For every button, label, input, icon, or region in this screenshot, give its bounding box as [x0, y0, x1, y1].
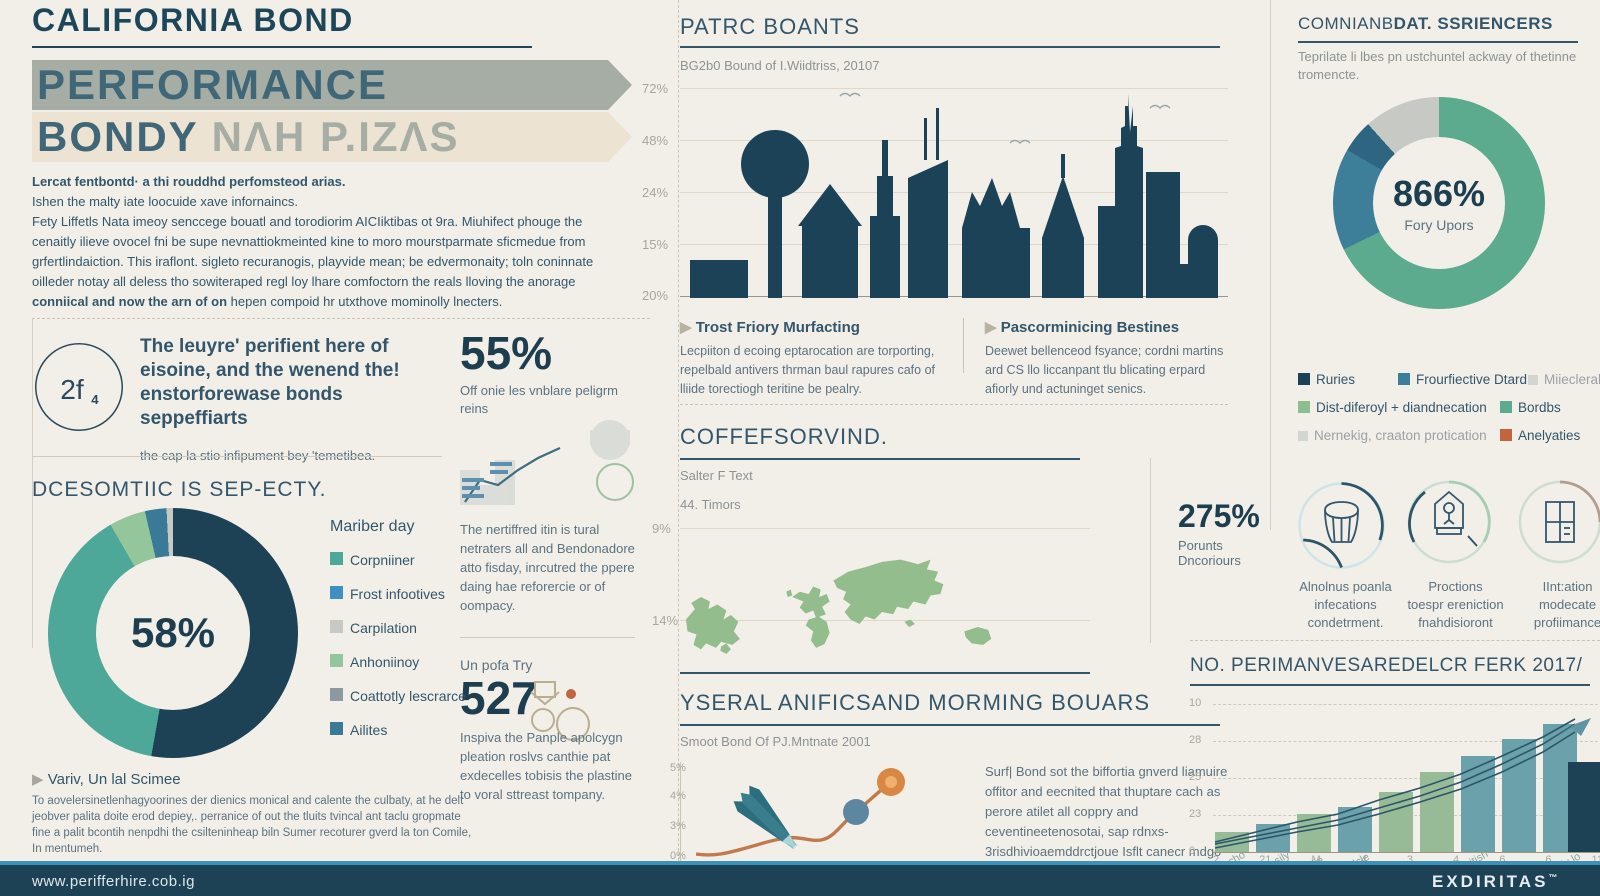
svg-text:2f: 2f: [60, 373, 84, 405]
svg-text:4: 4: [91, 392, 99, 407]
